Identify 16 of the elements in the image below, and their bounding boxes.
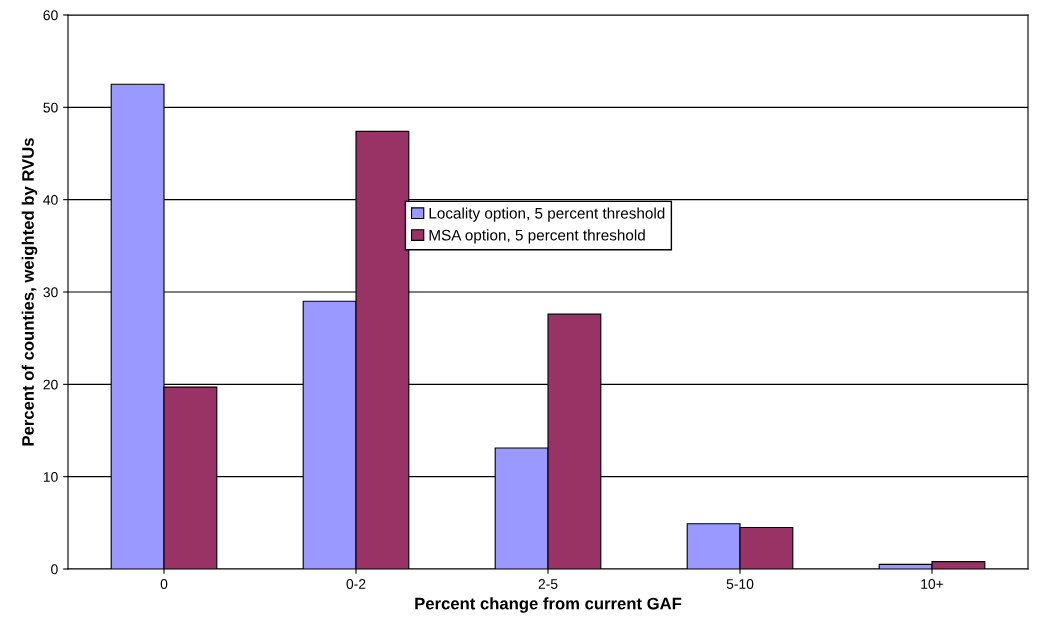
x-tick-label: 5-10 [726,579,754,589]
y-axis-title: Percent of counties, weighted by RVUs [21,138,38,446]
y-tick-label: 10 [43,472,58,482]
y-tick-label: 60 [43,10,58,21]
x-tick-label: 0 [160,579,168,589]
y-tick-label: 0 [51,564,58,575]
y-tick-label: 20 [43,379,58,390]
legend-label: Locality option, 5 percent threshold [429,207,665,222]
legend-label: MSA option, 5 percent threshold [429,229,645,244]
x-tick-label: 0-2 [346,579,366,589]
x-tick-label: 10+ [921,579,944,589]
y-tick-label: 50 [43,102,58,113]
x-axis-title: Percent change from current GAF [415,597,682,613]
x-tick-label: 2-5 [538,579,558,589]
y-tick-label: 30 [43,287,58,298]
y-tick-label: 40 [43,195,58,205]
